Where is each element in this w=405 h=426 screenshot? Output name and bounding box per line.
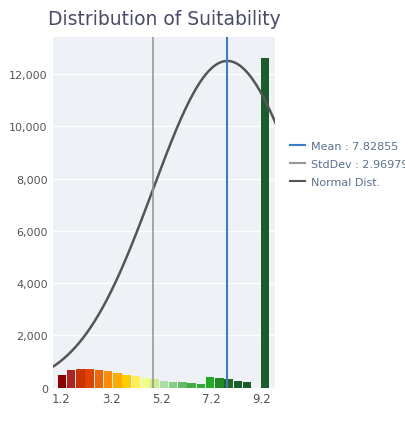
Bar bbox=[196, 384, 205, 388]
Bar bbox=[76, 369, 85, 388]
Bar bbox=[58, 374, 66, 388]
Bar bbox=[261, 59, 269, 388]
Bar bbox=[206, 377, 214, 388]
Bar bbox=[67, 371, 75, 388]
Bar bbox=[178, 383, 187, 388]
Bar bbox=[132, 377, 140, 388]
Bar bbox=[150, 380, 159, 388]
Bar bbox=[215, 378, 224, 388]
Bar bbox=[85, 369, 94, 388]
Bar bbox=[243, 383, 252, 388]
Bar bbox=[141, 378, 149, 388]
Bar bbox=[95, 370, 103, 388]
Bar bbox=[234, 381, 242, 388]
Bar bbox=[122, 374, 131, 388]
Bar bbox=[169, 382, 177, 388]
Legend: Mean : 7.82855, StdDev : 2.96979, Normal Dist.: Mean : 7.82855, StdDev : 2.96979, Normal… bbox=[290, 142, 405, 187]
Title: Distribution of Suitability: Distribution of Suitability bbox=[48, 9, 280, 29]
Bar bbox=[187, 383, 196, 388]
Bar bbox=[113, 373, 122, 388]
Bar bbox=[104, 371, 113, 388]
Bar bbox=[160, 380, 168, 388]
Y-axis label: Count: Count bbox=[0, 195, 4, 231]
Bar bbox=[224, 380, 233, 388]
